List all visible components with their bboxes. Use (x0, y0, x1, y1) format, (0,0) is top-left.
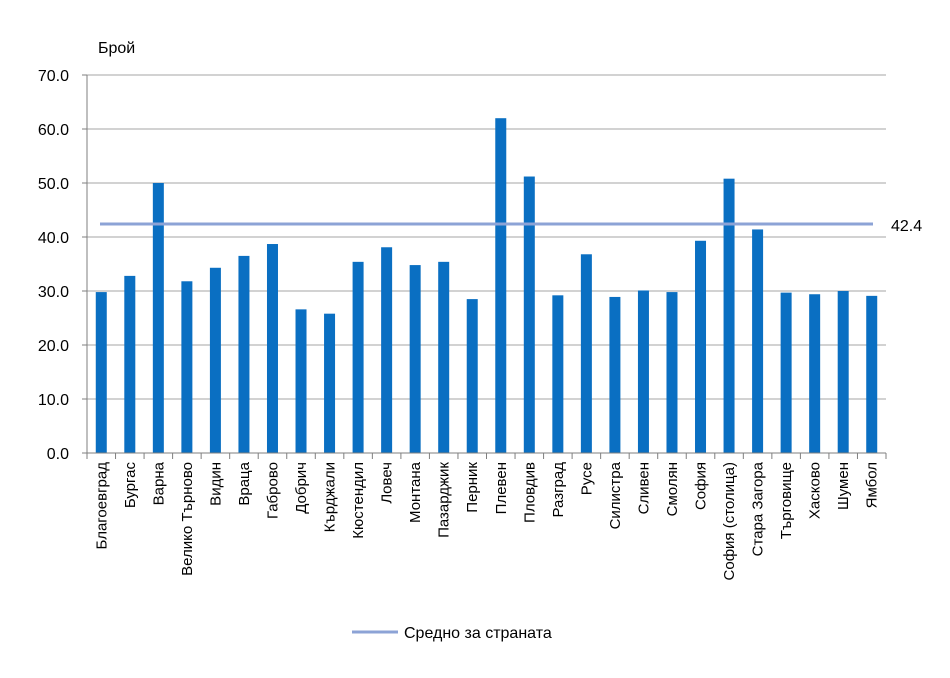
y-tick-label: 0.0 (47, 446, 69, 463)
bar (666, 292, 678, 453)
bar (181, 281, 193, 453)
category-label: Шумен (835, 462, 852, 510)
category-label: Велико Търново (179, 462, 196, 576)
bar (637, 290, 649, 453)
bar (466, 299, 478, 453)
bar (752, 229, 764, 453)
average-line-group: 42.4 (100, 218, 922, 235)
category-label: Стара Загора (750, 461, 767, 556)
category-label: Кърджали (322, 462, 339, 532)
bar (124, 275, 136, 453)
bar (609, 296, 621, 453)
category-label: Хасково (807, 462, 824, 519)
category-label: Ямбол (864, 462, 881, 508)
bar (381, 247, 393, 453)
bar (837, 291, 849, 453)
bar (295, 309, 307, 453)
category-label: Благоевград (93, 462, 110, 550)
y-tick-label: 10.0 (38, 392, 69, 409)
y-tick-label: 60.0 (38, 122, 69, 139)
bar (266, 244, 278, 453)
category-label: Бургас (122, 462, 139, 509)
category-label: Варна (150, 461, 167, 505)
legend: Средно за страната (352, 625, 552, 642)
bar (438, 261, 450, 453)
bar (866, 295, 878, 453)
y-tick-label: 30.0 (38, 284, 69, 301)
category-labels: Благоевград Бургас Варна Велико Търново Види… (93, 461, 880, 580)
category-label: Габрово (264, 462, 281, 519)
bar (695, 240, 707, 453)
average-value-label: 42.4 (891, 218, 922, 235)
y-tick-label: 40.0 (38, 230, 69, 247)
y-axis-label: Брой (98, 40, 135, 57)
bars (95, 118, 878, 453)
category-label: Силистра (607, 461, 624, 529)
bar (809, 294, 821, 453)
bar (780, 292, 792, 453)
bar (95, 292, 107, 453)
category-label: Враца (236, 461, 253, 505)
category-label: Разград (550, 462, 567, 518)
y-tick-label: 70.0 (38, 68, 69, 85)
bar (552, 295, 564, 453)
category-label: Кюстендил (350, 462, 367, 539)
category-label: София (693, 462, 710, 510)
category-label: Пловдив (521, 462, 538, 523)
category-label: Смолян (664, 462, 681, 516)
category-label: Търговище (778, 462, 795, 539)
category-label: Ловеч (379, 462, 396, 504)
category-label: София (столица) (721, 462, 738, 580)
category-label: Добрич (293, 462, 310, 514)
bar (523, 176, 535, 453)
category-label: Перник (464, 462, 481, 513)
category-label: Русе (578, 462, 595, 495)
bar (495, 118, 507, 453)
x-axis (86, 75, 887, 459)
bar (152, 183, 164, 453)
y-axis-ticks: 0.0 10.0 20.0 30.0 40.0 50.0 60.0 70.0 (38, 68, 87, 463)
category-label: Плевен (493, 462, 510, 514)
bar (238, 255, 250, 453)
category-label: Видин (207, 462, 224, 506)
y-tick-label: 20.0 (38, 338, 69, 355)
gridlines (87, 74, 886, 400)
category-label: Сливен (635, 462, 652, 514)
bar (580, 254, 592, 453)
bar (324, 313, 336, 453)
category-label: Пазарджик (436, 462, 453, 538)
bar (409, 265, 421, 453)
legend-label-average: Средно за страната (404, 625, 552, 642)
bar (352, 261, 364, 453)
bar (723, 178, 735, 453)
bar (209, 267, 221, 453)
y-tick-label: 50.0 (38, 176, 69, 193)
category-label: Монтана (407, 461, 424, 523)
